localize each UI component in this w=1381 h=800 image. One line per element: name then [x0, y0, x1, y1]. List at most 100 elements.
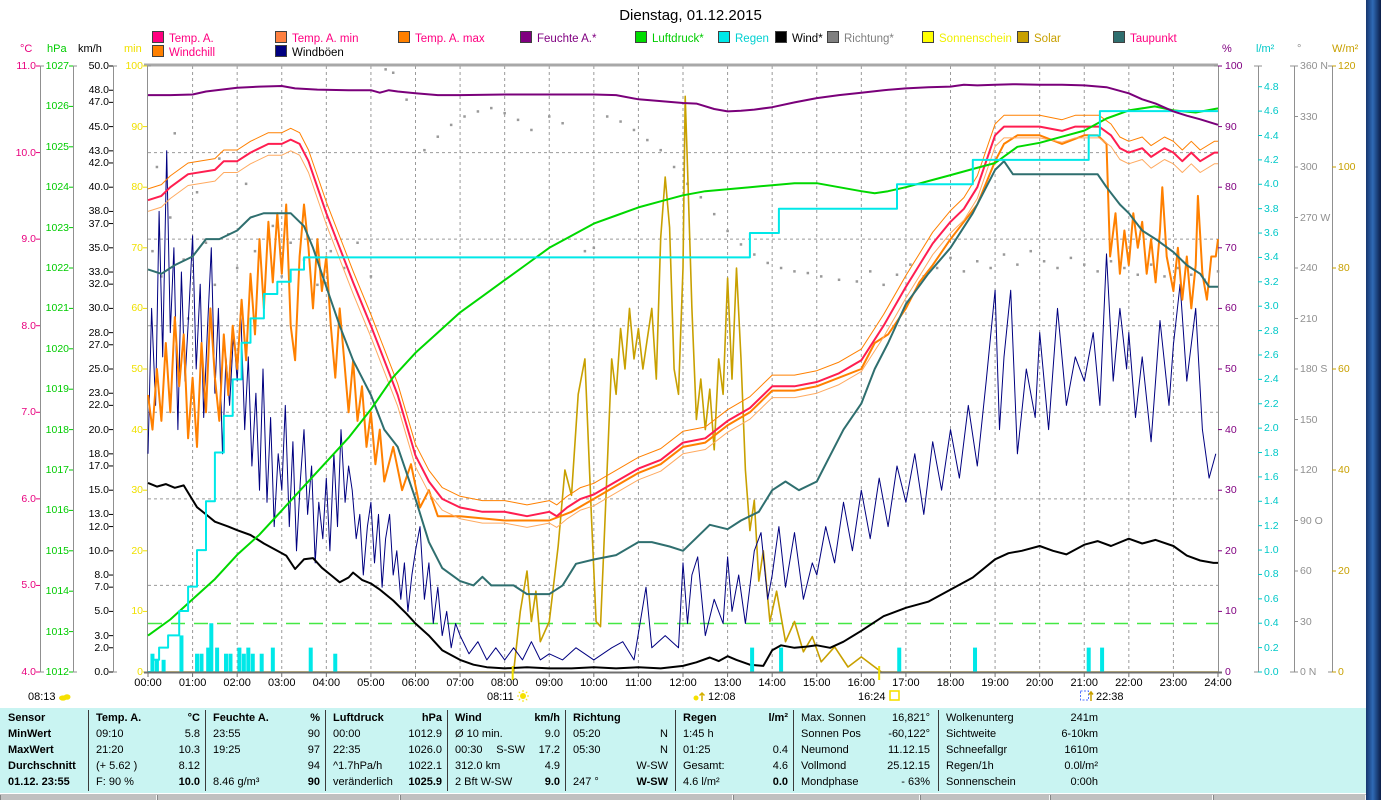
- direction-dot: [1123, 266, 1126, 270]
- series-Solar: [148, 95, 1218, 673]
- table-col-unit: °C: [187, 712, 200, 724]
- series-Taupunkt: [147, 160, 1218, 596]
- table-value: 0.4: [772, 744, 788, 756]
- status-bar-segment: [920, 795, 1050, 800]
- table-value: 5.8: [184, 728, 200, 740]
- direction-dot: [855, 280, 859, 283]
- status-bar: [0, 793, 1366, 800]
- table-value: 4.9: [544, 760, 560, 772]
- table-value: 05:20: [573, 728, 601, 740]
- direction-dot: [753, 253, 756, 256]
- table-col-header: Feuchte A.: [213, 712, 269, 724]
- table-value: 90: [307, 776, 320, 788]
- statistics-table: Sensor MinWert MaxWert Durchschnitt 01.12. 2…: [0, 708, 1366, 793]
- direction-dot: [1136, 273, 1139, 276]
- series-Temp. A.: [147, 125, 1218, 518]
- rain-bar: [150, 653, 155, 672]
- rain-bar: [154, 659, 159, 672]
- direction-dot: [561, 121, 564, 125]
- table-value: 09:10: [96, 728, 124, 740]
- table-row-label: MinWert: [8, 728, 52, 740]
- table-value: 1026.0: [408, 744, 442, 756]
- direction-dot: [739, 243, 743, 246]
- direction-dot: [699, 196, 703, 199]
- rain-bar: [215, 647, 220, 672]
- direction-dot: [779, 266, 783, 270]
- table-value: 1:45 h: [683, 728, 714, 740]
- direction-dot: [672, 165, 676, 169]
- rain-bar: [308, 647, 313, 672]
- direction-dot: [213, 283, 217, 287]
- direction-dot: [423, 148, 426, 152]
- status-bar-segment: [400, 795, 733, 800]
- direction-dot: [160, 275, 163, 278]
- rain-bar: [195, 653, 200, 672]
- rain-bar: [270, 647, 275, 672]
- table-info-label: Neumond: [801, 744, 849, 756]
- table-col-unit: %: [310, 712, 320, 724]
- direction-dot: [155, 165, 159, 169]
- direction-dot: [530, 128, 533, 132]
- table-value: S-SW: [496, 744, 525, 756]
- table-info-label: Regen/1h: [946, 760, 994, 772]
- direction-dot: [962, 270, 966, 273]
- table-col-unit: l/m²: [768, 712, 788, 724]
- rain-bar: [161, 659, 166, 672]
- direction-dot: [151, 249, 154, 253]
- direction-dot: [384, 68, 387, 71]
- direction-dot: [342, 266, 346, 270]
- table-value: ^1.7hPa/h: [333, 760, 383, 772]
- table-value: 0.0: [772, 776, 788, 788]
- direction-dot: [989, 266, 992, 270]
- rain-bar: [241, 653, 246, 672]
- rain-bar: [206, 647, 211, 672]
- table-row-label: Sensor: [8, 712, 46, 724]
- series-Regen: [148, 110, 1218, 673]
- table-info-label: Mondphase: [801, 776, 859, 788]
- table-row-label: Durchschnitt: [8, 760, 76, 772]
- table-value: W-SW: [636, 760, 668, 772]
- status-bar-segment: [733, 795, 920, 800]
- table-value: 17.2: [538, 744, 560, 756]
- table-info-value: - 63%: [901, 776, 930, 788]
- table-col-unit: hPa: [421, 712, 442, 724]
- rain-bar: [779, 647, 784, 672]
- direction-dot: [882, 283, 885, 287]
- table-info-value: 0:00h: [1070, 776, 1098, 788]
- table-value: 05:30: [573, 744, 601, 756]
- direction-dot: [182, 258, 185, 261]
- table-value: veränderlich: [333, 776, 393, 788]
- direction-dot: [548, 115, 551, 118]
- window-edge-strip: [1366, 0, 1381, 800]
- chart-title: Dienstag, 01.12.2015: [619, 7, 762, 24]
- rain-bar: [209, 623, 214, 672]
- table-value: 23:55: [213, 728, 241, 740]
- direction-dot: [819, 275, 823, 278]
- table-value: F: 90 %: [96, 776, 134, 788]
- direction-dot: [1216, 270, 1220, 273]
- direction-dot: [369, 275, 373, 278]
- table-col-header: Luftdruck: [333, 712, 384, 724]
- series-Windböen: [147, 150, 1217, 661]
- direction-dot: [280, 275, 283, 278]
- direction-dot: [405, 98, 408, 101]
- table-info-label: Wolkenunterg: [946, 712, 1014, 724]
- direction-dot: [895, 273, 899, 276]
- direction-dot: [583, 249, 587, 253]
- direction-dot: [1069, 256, 1073, 260]
- direction-dot: [463, 115, 466, 118]
- table-separator: [88, 710, 89, 791]
- direction-dot: [726, 229, 729, 233]
- table-separator: [793, 710, 794, 791]
- direction-dot: [1190, 273, 1193, 276]
- direction-dot: [1176, 266, 1180, 270]
- table-info-value: 16,821°: [891, 712, 930, 724]
- table-info-value: 0.0l/m²: [1064, 760, 1098, 772]
- table-row-label: MaxWert: [8, 744, 54, 756]
- table-info-value: -60,122°: [888, 728, 930, 740]
- direction-dot: [253, 249, 257, 253]
- direction-dot: [391, 71, 395, 74]
- direction-dot: [1163, 275, 1166, 278]
- series-Luftdruck: [147, 105, 1219, 637]
